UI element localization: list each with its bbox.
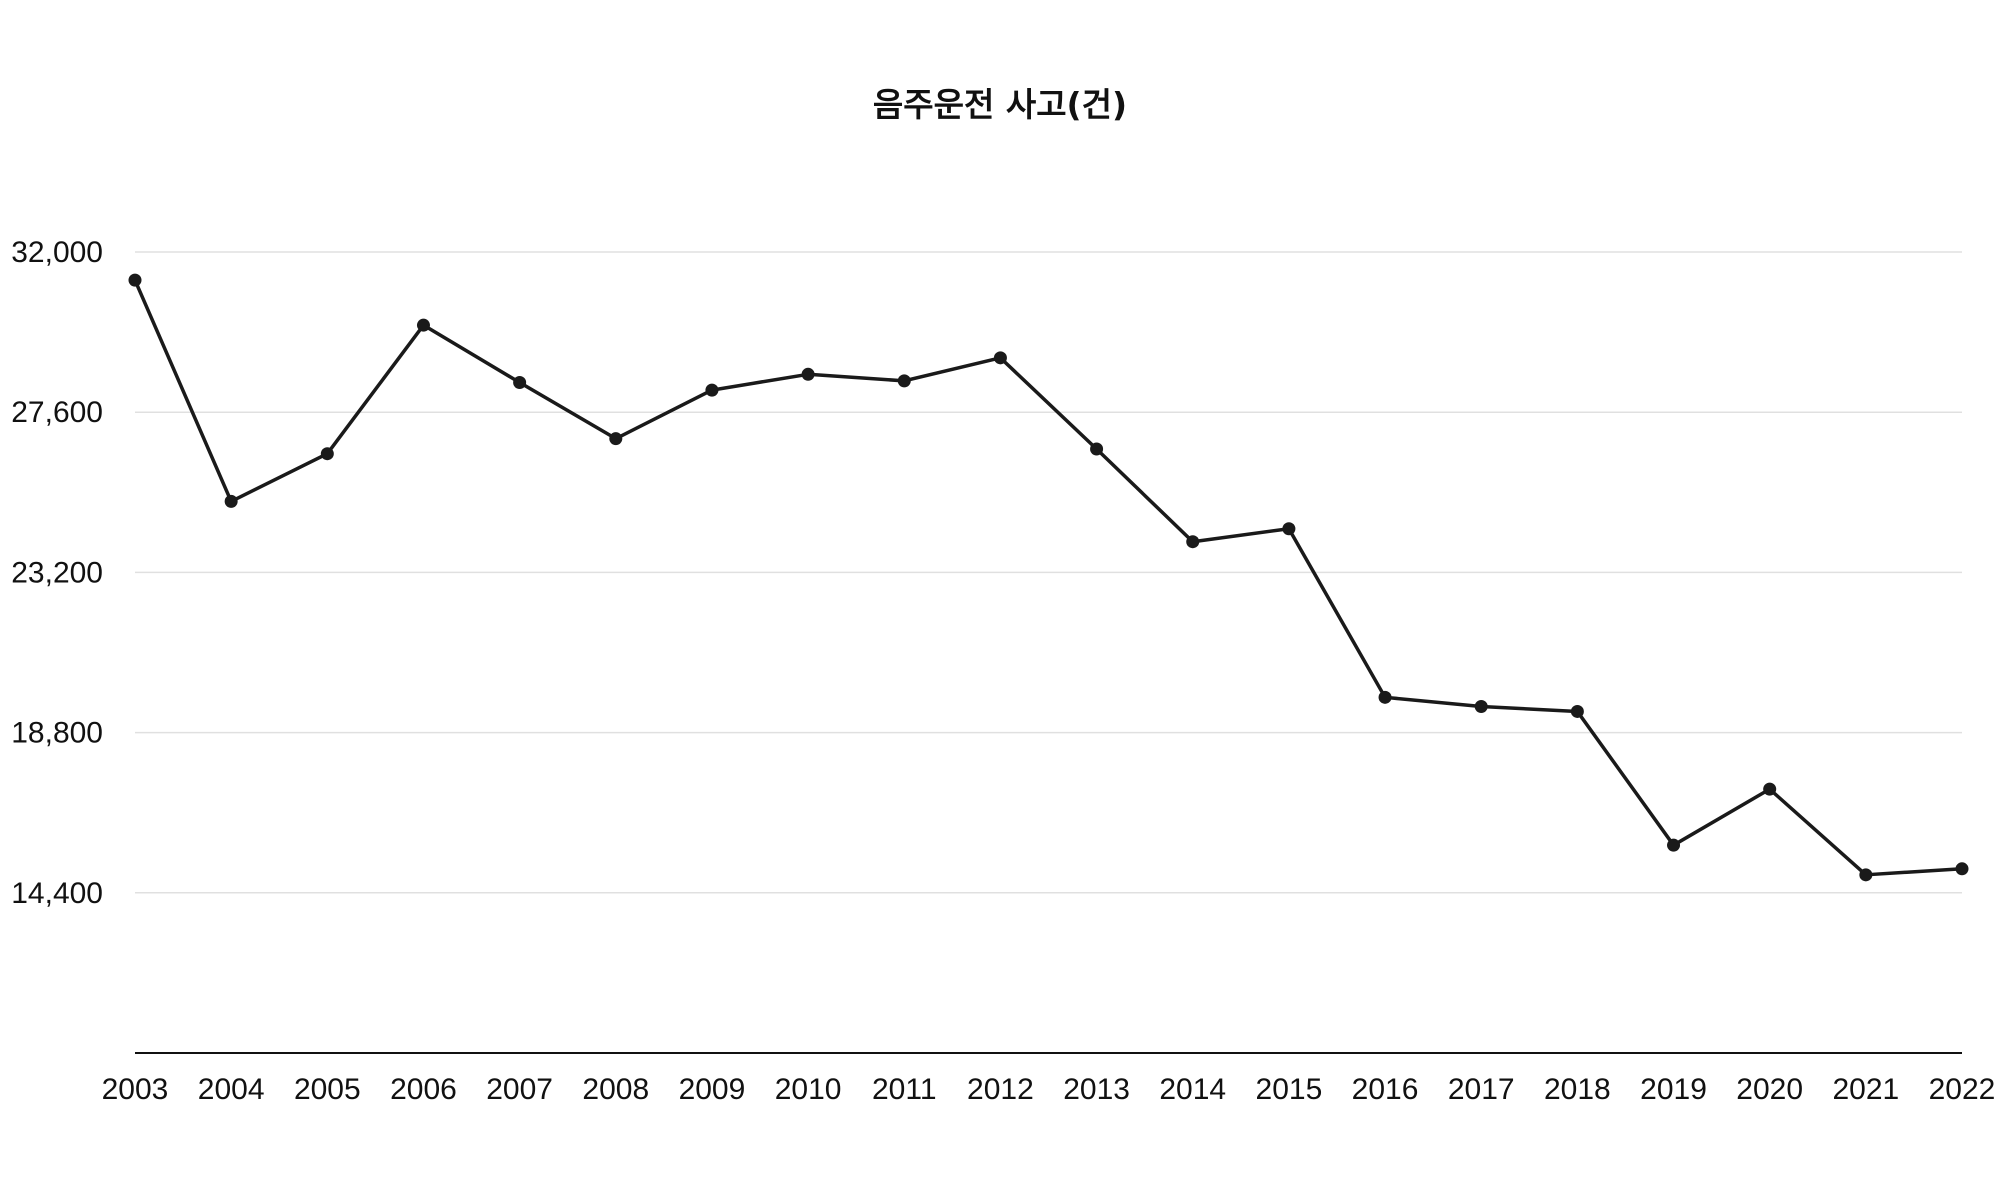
x-tick-label: 2014 <box>1159 1073 1226 1106</box>
data-point <box>128 273 142 287</box>
gridlines <box>135 251 1962 894</box>
x-tick-label: 2016 <box>1352 1073 1419 1106</box>
data-point <box>224 494 238 508</box>
series-line <box>133 279 1963 877</box>
x-tick-label: 2015 <box>1256 1073 1323 1106</box>
data-point <box>1474 699 1488 713</box>
y-tick-label: 27,600 <box>11 396 103 429</box>
y-axis-ticks: 14,400 18,800 23,200 27,600 32,000 <box>11 236 103 910</box>
x-tick-label: 2005 <box>294 1073 361 1106</box>
x-tick-label: 2009 <box>679 1073 746 1106</box>
x-tick-label: 2007 <box>486 1073 553 1106</box>
y-tick-label: 32,000 <box>11 236 103 269</box>
data-point <box>1667 838 1681 852</box>
chart-title: 음주운전 사고(건) <box>872 85 1128 124</box>
data-point <box>1378 690 1392 704</box>
data-point <box>1955 862 1969 876</box>
x-tick-label: 2021 <box>1832 1073 1899 1106</box>
x-tick-label: 2004 <box>198 1073 265 1106</box>
y-tick-label: 18,800 <box>11 717 103 750</box>
data-point <box>705 383 719 397</box>
x-tick-label: 2013 <box>1063 1073 1130 1106</box>
x-tick-label: 2008 <box>582 1073 649 1106</box>
x-tick-label: 2010 <box>775 1073 842 1106</box>
x-tick-label: 2022 <box>1929 1073 1996 1106</box>
x-tick-label: 2006 <box>390 1073 457 1106</box>
data-point <box>993 351 1007 365</box>
data-point <box>1763 782 1777 796</box>
data-point <box>1282 522 1296 536</box>
x-tick-label: 2011 <box>872 1073 937 1106</box>
x-tick-label: 2017 <box>1448 1073 1515 1106</box>
data-point <box>801 367 815 381</box>
x-tick-label: 2018 <box>1544 1073 1611 1106</box>
data-point <box>1570 704 1584 718</box>
data-point <box>1859 868 1873 882</box>
data-points <box>128 273 1969 882</box>
data-point <box>609 432 623 446</box>
x-tick-label: 2003 <box>102 1073 169 1106</box>
x-tick-label: 2019 <box>1640 1073 1707 1106</box>
data-point <box>320 447 334 461</box>
data-point <box>513 375 527 389</box>
data-point <box>1186 535 1200 549</box>
data-point <box>416 318 430 332</box>
x-tick-label: 2020 <box>1736 1073 1803 1106</box>
data-point <box>897 374 911 388</box>
y-tick-label: 14,400 <box>11 877 103 910</box>
data-point <box>1090 442 1104 456</box>
x-axis-ticks: 2003 2004 2005 2006 2007 2008 2009 2010 2011 2012… <box>102 1073 1996 1106</box>
y-tick-label: 23,200 <box>11 556 103 589</box>
x-tick-label: 2012 <box>967 1073 1034 1106</box>
